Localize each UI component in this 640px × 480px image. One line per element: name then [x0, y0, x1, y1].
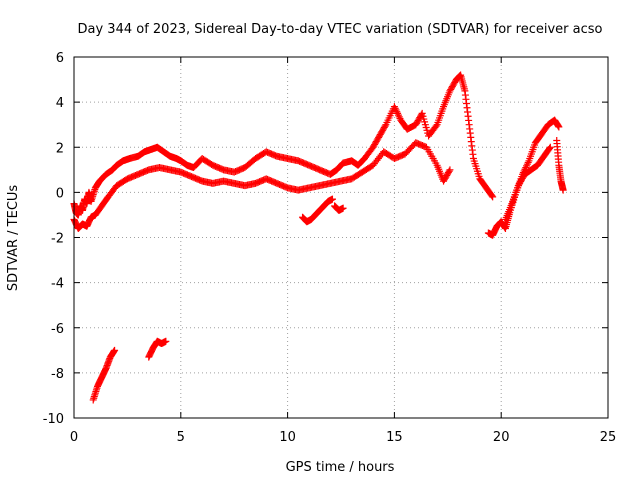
- x-tick-label: 20: [493, 430, 510, 445]
- x-tick-label: 10: [279, 430, 296, 445]
- data-point: [162, 337, 170, 345]
- x-tick-label: 0: [70, 430, 78, 445]
- y-tick-label: 6: [56, 51, 64, 66]
- x-tick-label: 5: [177, 430, 185, 445]
- data-point: [489, 193, 497, 201]
- data-point: [488, 192, 496, 200]
- data-point: [381, 122, 389, 130]
- data-point: [328, 195, 336, 203]
- data-point: [395, 113, 403, 121]
- series-main-trace-lower: [70, 139, 454, 232]
- y-tick-label: -2: [51, 232, 64, 247]
- data-point: [524, 158, 532, 166]
- data-point: [391, 104, 399, 112]
- data-point: [111, 346, 119, 354]
- x-axis-label: GPS time / hours: [286, 460, 395, 475]
- data-point: [445, 167, 453, 175]
- series-late-trace-20h: [501, 143, 554, 223]
- data-point: [392, 106, 400, 114]
- y-tick-label: 0: [56, 186, 64, 201]
- series-dip-segment-11h: [299, 195, 336, 226]
- data-point: [394, 109, 402, 117]
- series-main-trace-upper: [70, 71, 497, 219]
- data-point: [339, 204, 347, 212]
- x-tick-labels: 0 5 10 15 20 25: [70, 430, 616, 445]
- y-tick-label: -6: [51, 322, 64, 337]
- series-outlier-trace-1h: [89, 346, 119, 404]
- data-point: [394, 111, 402, 119]
- series-dip-segment-12h: [331, 202, 347, 214]
- series-late-trace-23h: [553, 136, 567, 194]
- x-tick-label: 25: [600, 430, 617, 445]
- y-tick-labels: -10 -8 -6 -4 -2 0 2 4 6: [43, 51, 64, 427]
- y-tick-label: -10: [43, 412, 64, 427]
- chart-title: Day 344 of 2023, Sidereal Day-to-day VTE…: [78, 22, 603, 37]
- x-tick-label: 15: [386, 430, 403, 445]
- plot-frame: [73, 56, 609, 419]
- y-tick-label: -8: [51, 367, 64, 382]
- data-points: [70, 71, 567, 404]
- data-point: [523, 160, 531, 168]
- y-tick-label: -4: [51, 277, 64, 292]
- data-point: [417, 111, 425, 119]
- y-tick-label: 2: [56, 141, 64, 156]
- data-point: [546, 144, 554, 152]
- data-point: [432, 122, 440, 130]
- data-point: [555, 123, 563, 131]
- data-point: [390, 103, 398, 111]
- data-point: [523, 162, 531, 170]
- data-point: [559, 186, 567, 194]
- y-tick-label: 4: [56, 96, 64, 111]
- grid-lines: [74, 57, 608, 418]
- series-outlier-trace-4h: [145, 337, 170, 361]
- data-point: [446, 166, 454, 174]
- y-axis-label: SDTVAR / TECUs: [6, 185, 21, 292]
- data-point: [393, 108, 401, 116]
- data-point: [546, 143, 554, 151]
